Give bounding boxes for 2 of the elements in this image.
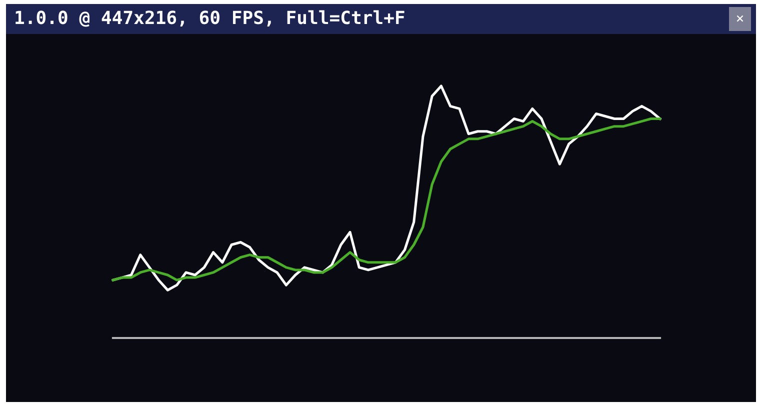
text: × (736, 15, 744, 22)
chart-title: 1.0.0 @ 447x216, 60 FPS, Full=Ctrl+F (16, 10, 404, 27)
